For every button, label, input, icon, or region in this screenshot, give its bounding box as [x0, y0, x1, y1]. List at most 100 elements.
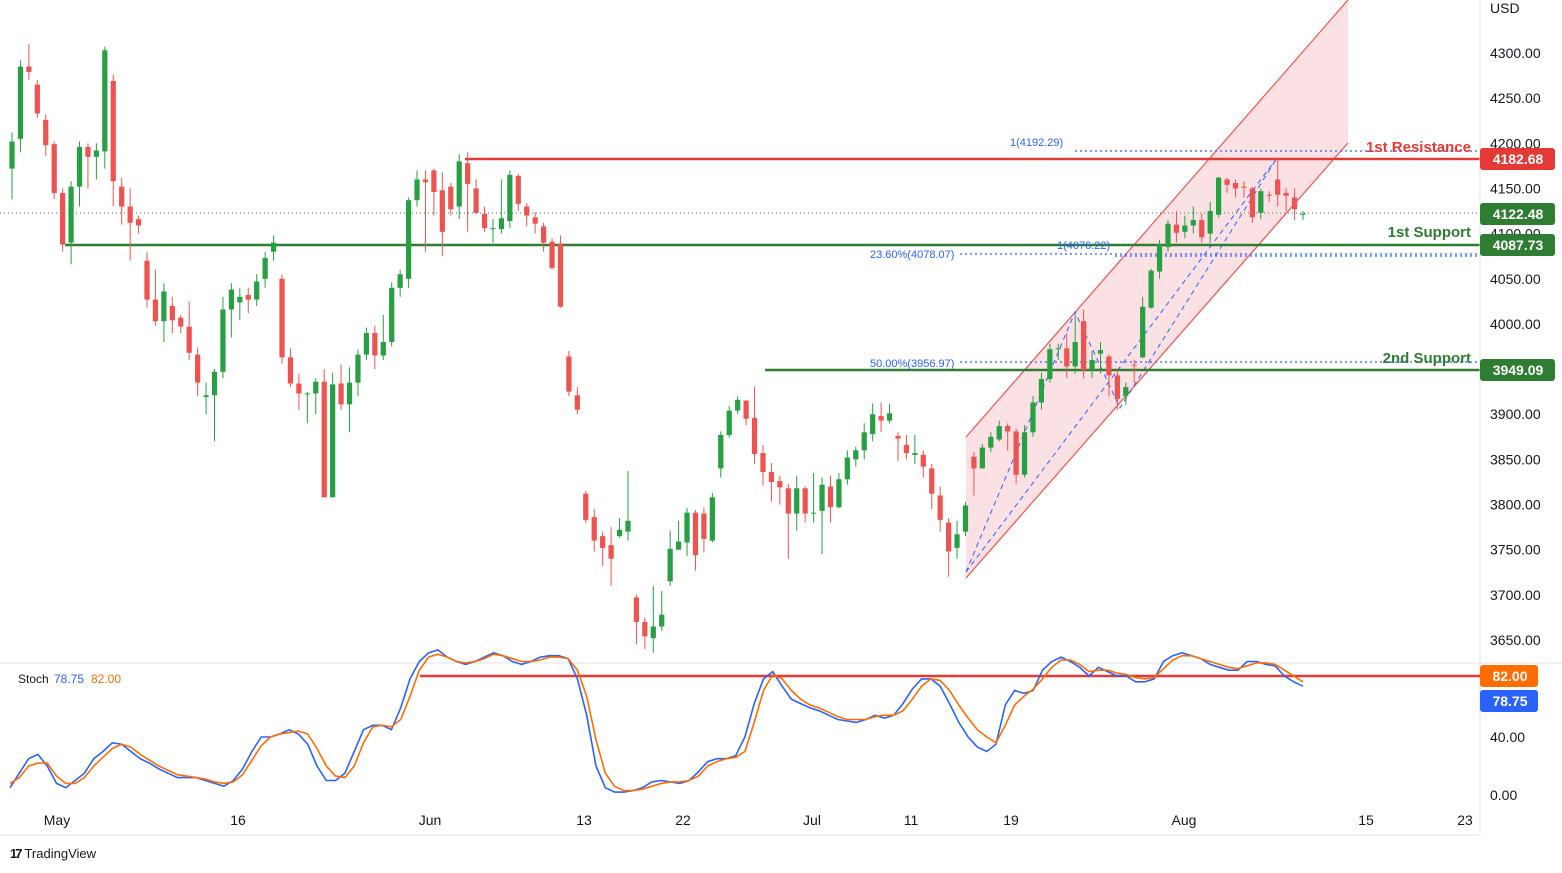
- price-tick-label: 3800.00: [1490, 497, 1541, 513]
- stoch-pane[interactable]: [9, 649, 1480, 793]
- fib-50-label: 50.00%(3956.97): [870, 358, 954, 370]
- candle-body: [844, 457, 850, 480]
- candle-body: [1173, 224, 1180, 233]
- candle-body: [760, 453, 766, 473]
- candle-body: [346, 382, 353, 405]
- candle-body: [1207, 211, 1213, 234]
- candle-body: [1047, 349, 1053, 380]
- candle-body: [135, 219, 142, 226]
- candle-body: [633, 597, 640, 622]
- candle-body: [819, 484, 825, 511]
- price-tick-label: 3900.00: [1490, 406, 1541, 422]
- candle-body: [667, 548, 673, 582]
- time-tick-label: 13: [576, 812, 592, 828]
- support2-price-tag-text: 3949.09: [1493, 362, 1544, 378]
- candle-body: [17, 66, 24, 139]
- time-tick-label: 16: [230, 812, 246, 828]
- candle-body: [127, 206, 133, 223]
- current-price-tag-text: 4122.48: [1493, 206, 1544, 222]
- candle-body: [566, 356, 572, 392]
- candle-body: [304, 393, 310, 395]
- fib-swing-path: [965, 157, 1278, 573]
- candle-body: [524, 206, 530, 216]
- candle-body: [1300, 213, 1306, 215]
- candle-body: [751, 417, 758, 454]
- candle-body: [169, 305, 175, 321]
- candle-body: [254, 281, 260, 300]
- stoch-k-line: [9, 649, 1304, 793]
- candle-body: [228, 289, 235, 310]
- candle-body: [1097, 350, 1104, 354]
- candle-body: [237, 296, 243, 303]
- candle-body: [1123, 387, 1129, 397]
- time-tick-label: 23: [1457, 812, 1473, 828]
- price-tick-label: 3700.00: [1490, 587, 1541, 603]
- candle-body: [625, 520, 631, 532]
- candle-body: [1005, 425, 1011, 432]
- candle-body: [1275, 179, 1281, 195]
- support1-price-tag-text: 4087.73: [1493, 237, 1544, 253]
- candle-body: [945, 522, 952, 552]
- candle-body: [600, 536, 606, 548]
- candle-body: [1140, 306, 1146, 358]
- candle-body: [330, 384, 336, 498]
- candle-body: [152, 299, 159, 322]
- candle-body: [26, 66, 32, 72]
- candle-body: [777, 481, 783, 488]
- candle-body: [456, 161, 462, 207]
- candle-body: [296, 383, 302, 394]
- candle-body: [448, 186, 454, 210]
- support1-label: 1st Support: [1388, 224, 1471, 241]
- candle-body: [439, 190, 445, 232]
- candle-body: [979, 447, 985, 469]
- candle-body: [540, 226, 547, 243]
- candle-body: [870, 414, 876, 435]
- candle-body: [1131, 364, 1137, 366]
- candle-body: [878, 416, 884, 421]
- candle-body: [827, 486, 834, 508]
- time-tick-label: 11: [904, 812, 919, 828]
- candle-body: [161, 291, 167, 322]
- candle-body: [675, 541, 682, 550]
- candle-body: [591, 517, 597, 541]
- candle-body: [93, 150, 99, 157]
- currency-label: USD: [1490, 0, 1520, 16]
- price-tick-label: 4000.00: [1490, 316, 1541, 332]
- fib-mid-label: 1(4076.22): [1057, 240, 1110, 252]
- candle-body: [76, 146, 83, 187]
- candle-body: [557, 243, 564, 307]
- candle-body: [313, 381, 319, 394]
- price-pane[interactable]: [0, 0, 1480, 653]
- time-tick-label: Jun: [419, 812, 442, 828]
- channel-upper-line: [965, 0, 1349, 438]
- candle-body: [363, 332, 370, 355]
- candle-body: [68, 186, 74, 243]
- candle-body: [1055, 348, 1061, 350]
- price-tick-label: 3750.00: [1490, 542, 1541, 558]
- candle-body: [701, 513, 707, 539]
- candle-body: [1080, 321, 1087, 370]
- candle-body: [920, 454, 926, 467]
- candle-body: [1064, 348, 1070, 367]
- time-axis[interactable]: May 16 Jun 13 22 Jul 11 19 Aug 15 23: [44, 812, 1473, 828]
- candle-body: [903, 444, 910, 454]
- time-tick-label: May: [44, 812, 70, 828]
- price-tick-label: 4250.00: [1490, 90, 1541, 106]
- candle-body: [397, 274, 403, 288]
- resistance-price-tag-text: 4182.68: [1493, 151, 1544, 167]
- tradingview-logo-icon: 17: [10, 846, 23, 861]
- candle-body: [203, 395, 209, 398]
- candle-body: [1283, 192, 1289, 196]
- candle-body: [405, 200, 412, 279]
- stoch-d-tag-text: 82.00: [1492, 668, 1527, 684]
- tradingview-brand[interactable]: 17 TradingView: [10, 846, 96, 861]
- price-tick-label: 3650.00: [1490, 632, 1541, 648]
- price-tick-label: 4150.00: [1490, 180, 1541, 196]
- candle-body: [211, 371, 218, 396]
- candle-body: [85, 146, 91, 157]
- candle-body: [912, 453, 918, 455]
- candle-body: [642, 621, 648, 637]
- channel-fill: [966, 0, 1348, 578]
- candle-body: [1258, 191, 1264, 213]
